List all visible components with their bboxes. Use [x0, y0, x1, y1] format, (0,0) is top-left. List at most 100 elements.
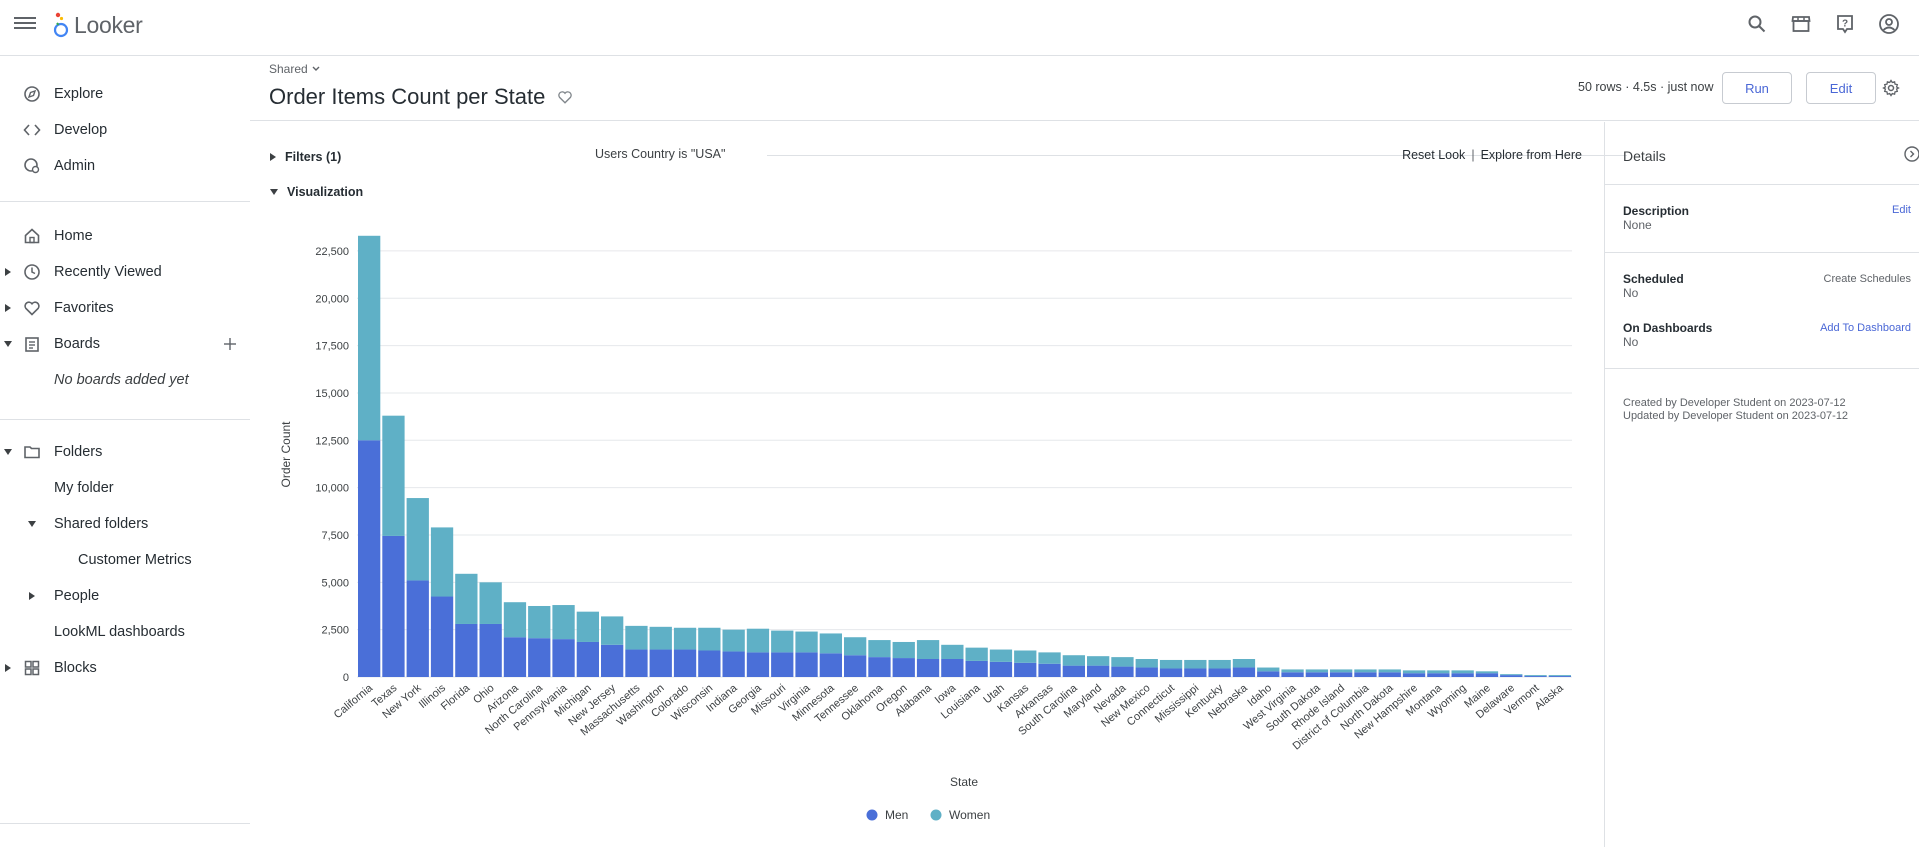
sidebar-item-label: LookML dashboards — [54, 624, 185, 640]
x-tick-label: Alaska — [1533, 682, 1567, 713]
bar-men — [1208, 668, 1231, 677]
marketplace-icon[interactable] — [1787, 10, 1815, 38]
bar-women — [1038, 652, 1061, 664]
bar-men — [1062, 665, 1085, 677]
bar-women — [649, 626, 672, 650]
bar-women — [625, 625, 648, 650]
search-icon[interactable] — [1743, 10, 1771, 38]
bar-women — [358, 235, 381, 441]
bar-men — [844, 655, 867, 677]
bar-women — [722, 629, 745, 652]
help-icon[interactable]: ? — [1831, 10, 1859, 38]
visualization-toggle[interactable]: Visualization — [269, 185, 363, 199]
collapse-panel-icon[interactable] — [1903, 145, 1919, 163]
bar-men — [455, 623, 478, 677]
description-edit-link[interactable]: Edit — [1892, 204, 1911, 216]
admin-icon — [22, 156, 42, 176]
bar-women — [819, 633, 842, 654]
board-icon — [22, 334, 42, 354]
bar-women — [698, 627, 721, 651]
bar-men — [1038, 663, 1061, 677]
sidebar-item-shared-folders[interactable]: Shared folders — [0, 508, 250, 540]
bar-men — [1427, 673, 1450, 677]
edit-button[interactable]: Edit — [1806, 72, 1876, 104]
sidebar-item-label: Shared folders — [54, 516, 149, 532]
sidebar-item-home[interactable]: Home — [0, 220, 250, 252]
bar-women — [1232, 659, 1256, 668]
caret-down-icon[interactable] — [3, 339, 13, 349]
sidebar-item-folders[interactable]: Folders — [0, 436, 250, 468]
filters-row: Filters (1) — [269, 147, 341, 167]
sidebar-item-admin[interactable]: Admin — [0, 150, 250, 182]
sidebar-item-explore[interactable]: Explore — [0, 78, 250, 110]
clock-icon — [22, 262, 42, 282]
caret-right-icon[interactable] — [3, 663, 13, 673]
add-to-dashboard-link[interactable]: Add To Dashboard — [1820, 322, 1911, 334]
add-board-icon[interactable] — [222, 336, 238, 352]
y-tick-label: 22,500 — [315, 246, 349, 258]
y-tick-label: 10,000 — [315, 483, 349, 495]
bar-women — [673, 627, 697, 650]
bar-men — [1402, 673, 1426, 677]
y-tick-label: 12,500 — [315, 435, 349, 447]
account-icon[interactable] — [1875, 10, 1903, 38]
caret-down-icon — [270, 189, 278, 195]
sidebar-item-customer-metrics[interactable]: Customer Metrics — [0, 544, 250, 576]
bar-women — [1062, 655, 1085, 666]
sidebar-item-my-folder[interactable]: My folder — [0, 472, 250, 504]
bar-men — [1475, 673, 1499, 677]
sidebar-item-blocks[interactable]: Blocks — [0, 652, 250, 684]
menu-icon[interactable] — [14, 14, 36, 36]
page-title: Order Items Count per State — [269, 84, 546, 109]
reset-look-link[interactable]: Reset Look — [1402, 148, 1466, 162]
create-schedules-link[interactable]: Create Schedules — [1823, 273, 1911, 285]
sidebar-item-label: People — [54, 588, 100, 604]
bar-men — [1500, 675, 1523, 677]
sidebar-item-label: Develop — [54, 122, 108, 138]
run-button[interactable]: Run — [1722, 72, 1792, 104]
x-tick-label: Florida — [439, 682, 473, 713]
gear-icon[interactable] — [1882, 79, 1900, 97]
bar-women — [1378, 669, 1401, 673]
bar-women — [771, 630, 794, 653]
bar-women — [382, 415, 405, 536]
caret-down-icon[interactable] — [27, 519, 37, 529]
sidebar-item-favorites[interactable]: Favorites — [0, 292, 250, 324]
y-tick-label: 0 — [343, 672, 349, 684]
bar-men — [1135, 667, 1158, 677]
bar-men — [1305, 672, 1328, 677]
sidebar-divider — [0, 201, 250, 202]
heart-icon — [22, 298, 42, 318]
bar-women — [552, 605, 575, 640]
bar-men — [868, 657, 891, 677]
breadcrumb[interactable]: Shared — [269, 62, 321, 76]
details-heading: Details — [1623, 148, 1666, 164]
looker-logo[interactable]: Looker — [52, 10, 143, 40]
caret-right-icon[interactable] — [3, 267, 13, 277]
updated-by-text: Updated by Developer Student on 2023-07-… — [1623, 410, 1849, 422]
bar-women — [1402, 670, 1426, 674]
bar-women — [455, 573, 478, 624]
bar-women — [1257, 667, 1280, 672]
bar-men — [1451, 673, 1474, 677]
caret-down-icon[interactable] — [3, 447, 13, 457]
bar-women — [941, 644, 964, 660]
details-divider — [1605, 184, 1919, 185]
sidebar-item-people[interactable]: People — [0, 580, 250, 612]
svg-text:?: ? — [1842, 19, 1848, 30]
bar-men — [1184, 668, 1207, 677]
legend-label-men: Men — [885, 808, 908, 822]
main-content: Filters (1) Users Country is "USA" Reset… — [250, 122, 1627, 847]
sidebar-item-lookml-dashboards[interactable]: LookML dashboards — [0, 616, 250, 648]
explore-from-here-link[interactable]: Explore from Here — [1480, 148, 1582, 162]
filters-toggle[interactable]: Filters (1) — [269, 150, 341, 164]
sidebar-item-recently-viewed[interactable]: Recently Viewed — [0, 256, 250, 288]
sidebar-item-develop[interactable]: Develop — [0, 114, 250, 146]
favorite-heart-icon[interactable] — [557, 89, 573, 105]
sidebar-item-boards[interactable]: Boards — [0, 328, 250, 360]
bar-men — [746, 652, 770, 677]
filters-summary: Users Country is "USA" — [595, 147, 726, 161]
caret-right-icon[interactable] — [27, 591, 37, 601]
caret-right-icon[interactable] — [3, 303, 13, 313]
bar-men — [625, 649, 648, 677]
